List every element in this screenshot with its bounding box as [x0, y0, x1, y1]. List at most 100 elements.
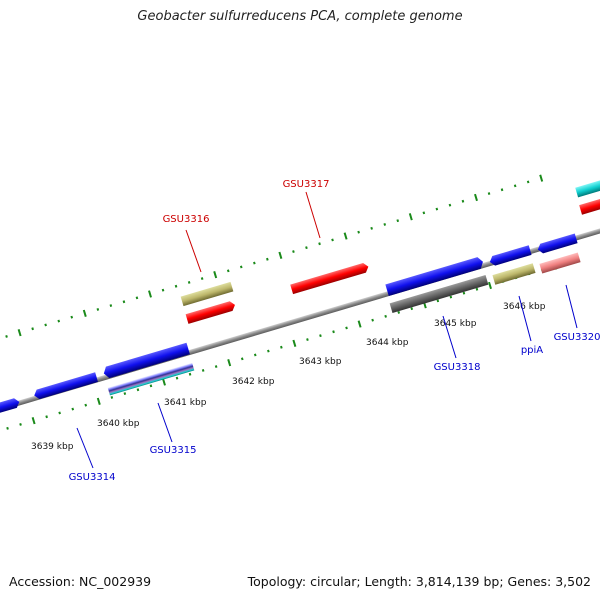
- tick-label: 3641 kbp: [164, 398, 207, 408]
- minor-tick: [96, 308, 100, 311]
- minor-tick: [370, 226, 373, 230]
- major-tick: [474, 193, 478, 202]
- tick-label: 3639 kbp: [31, 442, 74, 452]
- tick-label: 3644 kbp: [366, 338, 409, 348]
- gene-feature-gsu3317[interactable]: [290, 262, 370, 295]
- gene-feature[interactable]: [102, 342, 190, 379]
- minor-tick: [396, 219, 400, 223]
- tick-label: 3643 kbp: [299, 357, 342, 367]
- minor-tick: [371, 318, 374, 322]
- gene-feature[interactable]: [579, 194, 600, 215]
- minor-tick: [31, 327, 34, 331]
- minor-tick: [345, 326, 348, 330]
- major-tick: [357, 320, 362, 328]
- minor-tick: [266, 257, 269, 261]
- minor-tick: [44, 323, 47, 327]
- gene-feature-ppia[interactable]: [492, 263, 536, 285]
- major-tick: [539, 174, 544, 182]
- minor-tick: [109, 304, 113, 307]
- gene-feature[interactable]: [536, 233, 578, 255]
- minor-tick: [57, 319, 61, 323]
- major-tick: [162, 378, 166, 386]
- accession-text: Accession: NC_002939: [9, 574, 152, 589]
- minor-tick: [214, 365, 218, 368]
- gene-feature[interactable]: [385, 256, 484, 296]
- tick-label: 3645 kbp: [434, 319, 477, 329]
- minor-tick: [19, 423, 22, 426]
- minor-tick: [461, 199, 465, 203]
- minor-tick: [200, 277, 204, 280]
- minor-tick: [188, 372, 192, 376]
- minor-tick: [462, 291, 466, 295]
- gene-label-ppia: ppiA: [521, 345, 543, 356]
- minor-tick: [332, 330, 335, 334]
- minor-tick: [331, 238, 334, 242]
- minor-tick: [267, 349, 270, 353]
- minor-tick: [110, 396, 114, 399]
- gene-label-gsu3314: GSU3314: [69, 472, 116, 483]
- minor-tick: [5, 335, 8, 338]
- gene-feature-gsu3320[interactable]: [539, 252, 581, 274]
- minor-tick: [187, 281, 191, 284]
- major-tick: [488, 281, 492, 290]
- minor-tick: [526, 180, 530, 184]
- minor-tick: [201, 369, 205, 372]
- map-title: Geobacter sulfurreducens PCA, complete g…: [137, 9, 463, 24]
- major-tick: [17, 329, 22, 337]
- minor-tick: [239, 265, 243, 269]
- minor-tick: [135, 296, 139, 300]
- gene-feature[interactable]: [488, 245, 532, 267]
- gene-feature-gsu3318[interactable]: [389, 275, 489, 313]
- minor-tick: [357, 230, 360, 234]
- gene-label-gsu3316: GSU3316: [163, 214, 210, 225]
- minor-tick: [123, 392, 127, 395]
- major-tick: [82, 309, 87, 317]
- gene-labels: GSU3314 GSU3315 GSU3316 GSU3317 GSU3318 …: [69, 179, 600, 483]
- tick-label: 3640 kbp: [97, 419, 140, 429]
- minor-tick: [397, 311, 401, 314]
- gene-feature-gsu3316-khaki[interactable]: [180, 281, 234, 307]
- gene-feature[interactable]: [575, 176, 600, 198]
- minor-tick: [122, 300, 126, 304]
- minor-tick: [410, 307, 414, 311]
- minor-tick: [280, 345, 283, 349]
- minor-tick: [175, 376, 179, 380]
- major-tick: [292, 339, 297, 347]
- major-tick: [213, 271, 218, 279]
- minor-tick: [84, 403, 88, 407]
- minor-tick: [240, 357, 244, 361]
- tick-label: 3646 kbp: [503, 302, 546, 312]
- gene-feature[interactable]: [0, 397, 21, 419]
- minor-tick: [70, 315, 74, 319]
- major-tick: [343, 232, 348, 240]
- gene-label-gsu3317: GSU3317: [283, 179, 330, 190]
- major-tick: [31, 417, 36, 425]
- label-leaders: [76, 191, 578, 469]
- gene-feature-gsu3315[interactable]: [107, 362, 195, 396]
- minor-tick: [448, 203, 452, 207]
- major-tick: [227, 359, 232, 367]
- gene-features: [0, 176, 600, 419]
- genome-summary-text: Topology: circular; Length: 3,814,139 bp…: [247, 574, 591, 589]
- minor-tick: [383, 223, 387, 226]
- minor-tick: [226, 269, 230, 273]
- minor-tick: [174, 284, 178, 288]
- minor-tick: [253, 261, 256, 265]
- minor-tick: [292, 250, 295, 253]
- minor-tick: [513, 184, 517, 188]
- gene-feature-gsu3316[interactable]: [185, 300, 237, 324]
- gene-feature-gsu3314[interactable]: [33, 372, 98, 400]
- minor-tick: [305, 246, 308, 250]
- gene-label-gsu3318: GSU3318: [434, 362, 481, 373]
- tick-label: 3642 kbp: [232, 377, 275, 387]
- minor-tick: [384, 314, 387, 318]
- minor-tick: [449, 295, 453, 299]
- minor-tick: [500, 188, 504, 192]
- minor-tick: [306, 338, 309, 341]
- minor-tick: [136, 388, 140, 392]
- major-tick: [96, 397, 101, 405]
- minor-tick: [253, 353, 257, 357]
- major-tick: [408, 213, 413, 221]
- minor-tick: [422, 211, 426, 215]
